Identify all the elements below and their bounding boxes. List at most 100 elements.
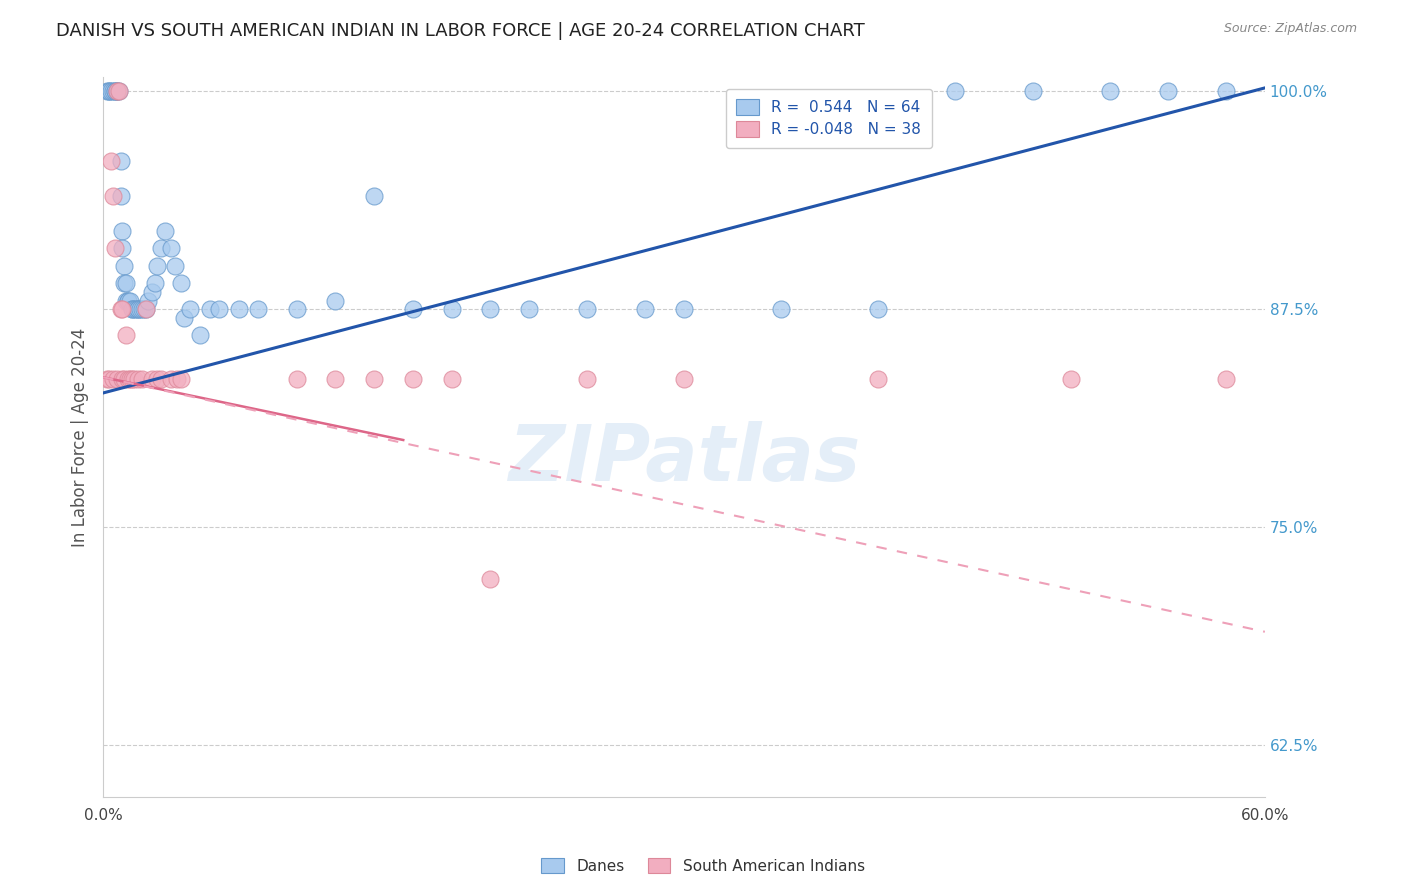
Point <box>285 372 308 386</box>
Point <box>131 372 153 386</box>
Point <box>141 372 163 386</box>
Point <box>1098 84 1121 98</box>
Point <box>121 372 143 386</box>
Point <box>179 302 201 317</box>
Point <box>115 276 138 290</box>
Point <box>122 372 145 386</box>
Point <box>1157 84 1180 98</box>
Point <box>145 276 167 290</box>
Point <box>120 293 142 308</box>
Point <box>672 302 695 317</box>
Point <box>1060 372 1083 386</box>
Legend: Danes, South American Indians: Danes, South American Indians <box>536 852 870 880</box>
Point <box>127 302 149 317</box>
Point <box>136 293 159 308</box>
Point <box>135 302 157 317</box>
Point <box>146 372 169 386</box>
Point <box>97 84 120 98</box>
Point <box>188 328 211 343</box>
Point <box>101 84 124 98</box>
Point <box>110 189 132 203</box>
Point <box>169 276 191 290</box>
Point <box>208 302 231 317</box>
Point <box>115 328 138 343</box>
Point <box>104 84 127 98</box>
Point <box>517 302 540 317</box>
Point <box>111 372 134 386</box>
Point <box>141 285 163 299</box>
Point <box>160 372 183 386</box>
Point <box>112 372 135 386</box>
Point <box>325 372 347 386</box>
Text: Source: ZipAtlas.com: Source: ZipAtlas.com <box>1223 22 1357 36</box>
Point <box>166 372 188 386</box>
Point <box>402 302 425 317</box>
Point <box>1215 84 1237 98</box>
Point <box>132 302 155 317</box>
Point <box>120 372 142 386</box>
Point <box>111 302 134 317</box>
Point <box>1021 84 1043 98</box>
Point <box>111 241 134 255</box>
Point <box>285 302 308 317</box>
Point <box>121 302 143 317</box>
Point <box>115 293 138 308</box>
Point <box>1215 372 1237 386</box>
Point <box>122 302 145 317</box>
Point <box>104 241 127 255</box>
Point <box>125 302 148 317</box>
Point <box>111 224 134 238</box>
Point <box>479 573 502 587</box>
Point <box>146 259 169 273</box>
Point <box>121 302 143 317</box>
Point <box>247 302 270 317</box>
Point <box>228 302 250 317</box>
Point <box>440 302 463 317</box>
Point <box>96 372 118 386</box>
Point <box>440 372 463 386</box>
Point <box>97 372 120 386</box>
Point <box>866 372 889 386</box>
Point <box>110 302 132 317</box>
Point <box>110 154 132 169</box>
Point <box>363 189 385 203</box>
Y-axis label: In Labor Force | Age 20-24: In Labor Force | Age 20-24 <box>72 327 89 547</box>
Point <box>173 310 195 325</box>
Point <box>402 372 425 386</box>
Point <box>105 84 128 98</box>
Point <box>150 372 173 386</box>
Point <box>153 224 176 238</box>
Point <box>100 84 122 98</box>
Point <box>107 84 129 98</box>
Point <box>576 302 599 317</box>
Point <box>101 189 124 203</box>
Point <box>163 259 186 273</box>
Point <box>117 293 139 308</box>
Text: DANISH VS SOUTH AMERICAN INDIAN IN LABOR FORCE | AGE 20-24 CORRELATION CHART: DANISH VS SOUTH AMERICAN INDIAN IN LABOR… <box>56 22 865 40</box>
Point <box>107 84 129 98</box>
Point <box>117 372 139 386</box>
Point <box>150 241 173 255</box>
Point <box>769 302 792 317</box>
Point <box>112 276 135 290</box>
Point <box>117 293 139 308</box>
Point <box>576 372 599 386</box>
Point <box>135 302 157 317</box>
Point <box>634 302 657 317</box>
Point <box>127 372 149 386</box>
Point <box>325 293 347 308</box>
Point <box>866 302 889 317</box>
Legend: R =  0.544   N = 64, R = -0.048   N = 38: R = 0.544 N = 64, R = -0.048 N = 38 <box>725 88 932 148</box>
Point <box>943 84 966 98</box>
Point <box>129 302 152 317</box>
Point <box>97 84 120 98</box>
Point <box>479 302 502 317</box>
Point <box>100 154 122 169</box>
Point <box>672 372 695 386</box>
Point <box>96 84 118 98</box>
Point <box>127 302 149 317</box>
Point <box>112 259 135 273</box>
Point <box>198 302 221 317</box>
Point <box>104 84 127 98</box>
Point <box>105 372 128 386</box>
